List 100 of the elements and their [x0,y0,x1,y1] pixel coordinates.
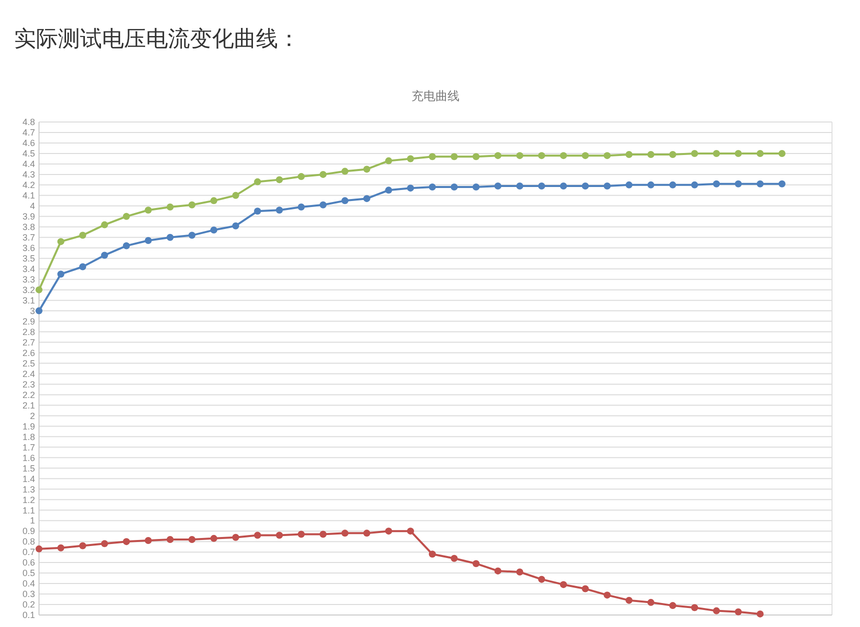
point [626,151,633,158]
point [166,536,174,543]
point [276,532,283,539]
point [57,544,64,552]
y-tick-label: 1.4 [22,474,35,484]
y-tick-label: 1.7 [22,442,35,452]
y-tick-label: 3.2 [22,284,35,295]
point [626,596,633,604]
point [756,610,764,618]
point [210,197,218,204]
chart-title: 实际测试电压电流变化曲线： [14,27,300,52]
point [778,150,786,157]
y-tick-label: 2.7 [22,337,35,348]
y-tick-label: 4.5 [22,148,35,159]
point [538,152,546,160]
point [647,598,654,606]
y-tick-label: 2.5 [22,358,35,368]
y-tick-label: 1 [30,516,35,526]
y-tick-label: 1.6 [22,452,35,463]
point [428,550,436,558]
y-tick-label: 1.5 [22,463,35,474]
point [756,180,764,188]
point [36,286,42,294]
y-tick-label: 4.1 [22,190,35,201]
point [57,238,64,246]
y-tick-label: 3.3 [22,274,35,284]
point [79,542,86,550]
point [734,150,742,157]
y-tick-label: 3.4 [22,264,35,274]
point [232,192,240,199]
point [494,152,502,160]
y-tick-label: 4.3 [22,170,35,180]
point [734,608,742,616]
point [166,234,174,241]
point [385,186,392,194]
y-tick-label: 0.7 [22,547,35,558]
y-tick-label: 3.5 [22,254,35,264]
y-tick-label: 0.1 [22,610,35,620]
y-tick-label: 2.2 [22,390,35,400]
point [560,182,567,190]
point [516,568,524,576]
y-tick-label: 4.7 [22,128,35,138]
point [122,242,130,250]
point [363,195,370,202]
y-tick-label: 4.2 [22,180,35,190]
point [516,182,524,190]
point [320,201,327,208]
point [712,180,720,188]
y-tick-label: 4.8 [22,117,35,128]
point [341,530,348,537]
point [144,206,152,214]
point [254,208,262,215]
point [407,155,414,162]
y-tick-label: 0.4 [22,578,35,589]
point [79,263,86,270]
y-tick-label: 1.2 [22,494,35,505]
y-tick-label: 2.4 [22,368,35,379]
point [36,307,42,314]
point [363,530,370,537]
point [669,151,676,158]
point [363,166,370,173]
point [298,173,305,180]
point [407,528,414,535]
point [57,270,64,278]
y-tick-label: 3.8 [22,222,35,232]
point [538,576,546,583]
y-tick-label: 1.3 [22,484,35,494]
point [232,534,240,541]
y-tick-label: 4.6 [22,138,35,148]
chart-subtitle: 充电曲线 [412,89,460,103]
point [210,534,218,542]
point [385,157,392,164]
point [647,151,654,158]
point [188,536,196,543]
point [101,252,108,259]
point [341,197,348,204]
point [626,181,633,188]
point [778,180,786,188]
point [144,237,152,244]
point [254,178,262,186]
y-tick-label: 2.8 [22,326,35,337]
point [712,607,720,614]
y-tick-label: 0.8 [22,536,35,547]
point [101,221,108,228]
point [450,554,458,562]
point [232,222,240,230]
point [166,203,174,210]
point [101,540,108,548]
y-tick-label: 3.1 [22,295,35,306]
point [450,184,458,191]
y-tick-label: 3.7 [22,232,35,243]
point [538,182,546,190]
point [756,150,764,157]
y-tick-label: 0.9 [22,526,35,536]
point [669,602,676,610]
point [428,153,436,160]
y-tick-label: 4 [30,201,35,212]
point [560,581,567,588]
point [494,182,502,190]
y-tick-label: 0.3 [22,589,35,600]
